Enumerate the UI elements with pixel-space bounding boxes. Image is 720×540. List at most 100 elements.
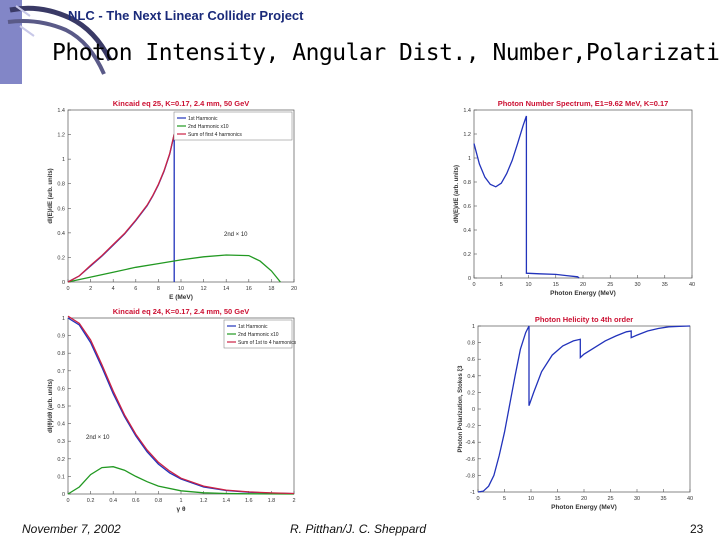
legend-entry: Sum of 1st to 4 harmonics [238, 340, 297, 346]
footer-authors: R. Pitthan/J. C. Sheppard [290, 522, 427, 536]
x-tick-label: 5 [503, 496, 506, 502]
y-tick-label: 0.8 [57, 182, 65, 188]
x-tick-label: 40 [689, 282, 695, 288]
y-tick-label: 0.6 [57, 206, 65, 212]
y-tick-label: 0.1 [57, 474, 65, 480]
y-tick-label: 0.5 [57, 404, 65, 410]
y-tick-label: -0.4 [466, 440, 475, 446]
x-tick-label: 1.2 [200, 498, 208, 504]
x-tick-label: 1.4 [222, 498, 230, 504]
y-tick-label: -0.8 [466, 473, 475, 479]
y-tick-label: 1 [62, 157, 65, 163]
x-tick-label: 20 [291, 286, 297, 292]
x-axis-label: γ θ [177, 506, 186, 513]
nlc-logo [0, 0, 113, 84]
legend-entry: 2nd Harmonic x10 [238, 332, 279, 338]
y-tick-label: 0 [472, 407, 475, 413]
y-tick-label: 0 [62, 280, 65, 286]
legend-entry: 2nd Harmonic x10 [188, 124, 229, 130]
x-tick-label: 20 [580, 282, 586, 288]
y-tick-label: 1.4 [57, 108, 65, 114]
x-tick-label: 0 [66, 498, 69, 504]
y-axis-label: dI(E)/dE (arb. units) [48, 168, 54, 223]
x-tick-label: 4 [112, 286, 115, 292]
x-tick-label: 14 [223, 286, 229, 292]
y-tick-label: 0.2 [463, 252, 471, 258]
x-tick-label: 0.2 [87, 498, 95, 504]
series-line [473, 115, 580, 279]
x-tick-label: 1.8 [268, 498, 276, 504]
y-tick-label: 0.6 [467, 357, 475, 363]
x-tick-label: 5 [500, 282, 503, 288]
x-tick-label: 2 [89, 286, 92, 292]
y-tick-label: 1 [62, 316, 65, 322]
y-tick-label: 0.4 [463, 228, 471, 234]
y-tick-label: 0.9 [57, 334, 65, 340]
y-tick-label: 1.2 [57, 133, 65, 139]
number-spectrum-chart: Photon Number Spectrum, E1=9.62 MeV, K=0… [454, 99, 695, 297]
y-tick-label: 0.6 [57, 386, 65, 392]
y-tick-label: 0.4 [57, 422, 65, 428]
plot-frame [477, 325, 691, 493]
y-tick-label: 0.4 [57, 231, 65, 237]
y-tick-label: 0 [62, 492, 65, 498]
series-line [67, 315, 295, 495]
x-tick-label: 1.6 [245, 498, 253, 504]
chart-title: Kincaid eq 25, K=0.17, 2.4 mm, 50 GeV [113, 99, 250, 108]
x-axis-label: Photon Energy (MeV) [550, 290, 616, 297]
y-tick-label: 0.8 [463, 180, 471, 186]
slide-title: Photon Intensity, Angular Dist., Number,… [52, 40, 720, 66]
legend-box [173, 111, 293, 141]
x-tick-label: 30 [634, 282, 640, 288]
y-tick-label: -1 [470, 490, 475, 496]
project-header: NLC - The Next Linear Collider Project [68, 8, 304, 23]
x-tick-label: 15 [554, 496, 560, 502]
y-tick-label: -0.2 [466, 424, 475, 430]
x-tick-label: 25 [607, 496, 613, 502]
series-line [67, 133, 175, 283]
chart-title: Photon Helicity to 4th order [535, 315, 633, 324]
intensity-chart: Kincaid eq 25, K=0.17, 2.4 mm, 50 GeV 0 2 4… [48, 99, 297, 301]
x-tick-label: 18 [268, 286, 274, 292]
x-tick-label: 10 [178, 286, 184, 292]
x-tick-label: 25 [607, 282, 613, 288]
y-tick-label: 0.2 [467, 390, 475, 396]
y-tick-label: 1.4 [463, 108, 471, 114]
y-tick-label: 1.2 [463, 132, 471, 138]
y-tick-label: 0.8 [467, 341, 475, 347]
y-axis-label: dN(E)/dE (arb. units) [454, 165, 460, 223]
x-tick-label: 10 [528, 496, 534, 502]
footer-date: November 7, 2002 [22, 522, 121, 536]
x-tick-label: 30 [634, 496, 640, 502]
y-axis-label: Photon Polarization, Stokes ξ3 [458, 365, 464, 453]
y-tick-label: 0.6 [463, 204, 471, 210]
x-tick-label: 0.6 [132, 498, 140, 504]
x-tick-label: 35 [660, 496, 666, 502]
x-tick-label: 0.4 [109, 498, 117, 504]
x-tick-label: 0 [476, 496, 479, 502]
chart-title: Kincaid eq 24, K=0.17, 2.4 mm, 50 GeV [113, 307, 250, 316]
y-tick-label: 0.8 [57, 351, 65, 357]
y-axis-label: dI(θ)/dθ (arb. units) [48, 379, 54, 433]
y-tick-label: 1 [472, 324, 475, 330]
y-tick-label: 0.3 [57, 439, 65, 445]
x-tick-label: 16 [246, 286, 252, 292]
y-tick-label: 0.2 [57, 255, 65, 261]
legend-entry: Sum of first 4 harmonics [188, 132, 242, 138]
series-line [477, 325, 691, 493]
legend-entry: 1st Harmonic [238, 324, 268, 330]
plot-frame [473, 109, 693, 279]
x-tick-label: 2 [292, 498, 295, 504]
x-tick-label: 0 [472, 282, 475, 288]
y-tick-label: -0.6 [466, 457, 475, 463]
angular-distribution-chart: Kincaid eq 24, K=0.17, 2.4 mm, 50 GeV 0 0.… [48, 307, 297, 513]
x-tick-label: 8 [157, 286, 160, 292]
x-tick-label: 10 [525, 282, 531, 288]
x-axis-label: Photon Energy (MeV) [551, 504, 617, 511]
curve-annotation: 2nd × 10 [224, 232, 248, 238]
x-tick-label: 40 [687, 496, 693, 502]
x-tick-label: 0.8 [155, 498, 163, 504]
x-tick-label: 6 [134, 286, 137, 292]
chart-title: Photon Number Spectrum, E1=9.62 MeV, K=0… [498, 99, 669, 108]
